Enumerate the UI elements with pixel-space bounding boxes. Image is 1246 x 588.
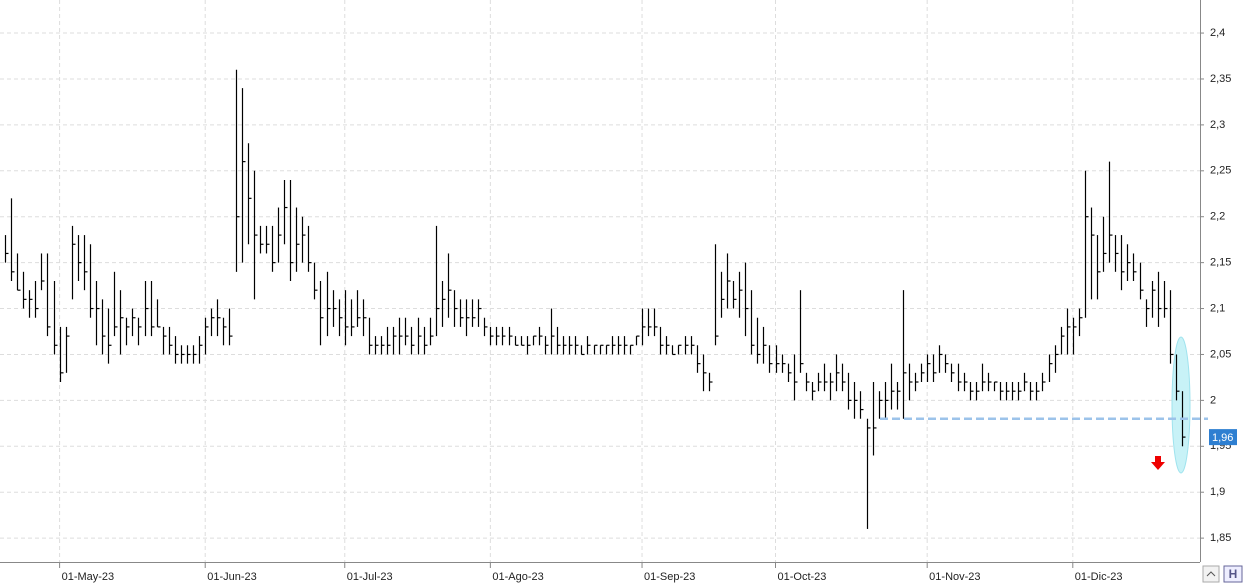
last-price-badge bbox=[1209, 429, 1237, 446]
x-tick-label: 01-Oct-23 bbox=[778, 571, 827, 583]
y-tick-label: 2,35 bbox=[1210, 73, 1231, 85]
highlight-ellipse bbox=[1171, 336, 1191, 474]
y-tick-label: 1,85 bbox=[1210, 532, 1231, 544]
zoom-icon bbox=[1206, 571, 1216, 577]
y-tick-label: 2,1 bbox=[1210, 302, 1225, 314]
zoom-button[interactable] bbox=[1202, 565, 1220, 583]
down-arrow bbox=[1151, 456, 1165, 470]
y-tick-label: 2,3 bbox=[1210, 119, 1225, 131]
y-tick-label: 2,25 bbox=[1210, 165, 1231, 177]
h-button[interactable] bbox=[1223, 565, 1243, 583]
x-tick-label: 01-Nov-23 bbox=[929, 571, 980, 583]
x-tick-label: 01-Dic-23 bbox=[1075, 571, 1123, 583]
x-tick-label: 01-May-23 bbox=[62, 571, 115, 583]
x-tick-label: 01-Jul-23 bbox=[347, 571, 393, 583]
y-tick-label: 2 bbox=[1210, 394, 1216, 406]
y-tick-label: 2,2 bbox=[1210, 211, 1225, 223]
last-price-label: 1,96 bbox=[1212, 432, 1233, 444]
x-tick-label: 01-Sep-23 bbox=[644, 571, 695, 583]
x-tick-label: 01-Ago-23 bbox=[492, 571, 543, 583]
y-tick-label: 2,15 bbox=[1210, 257, 1231, 269]
y-tick-label: 1,9 bbox=[1210, 486, 1225, 498]
h-icon: H bbox=[1229, 567, 1238, 581]
y-tick-label: 2,05 bbox=[1210, 348, 1231, 360]
x-tick-label: 01-Jun-23 bbox=[207, 571, 257, 583]
y-tick-label: 2,4 bbox=[1210, 27, 1225, 39]
